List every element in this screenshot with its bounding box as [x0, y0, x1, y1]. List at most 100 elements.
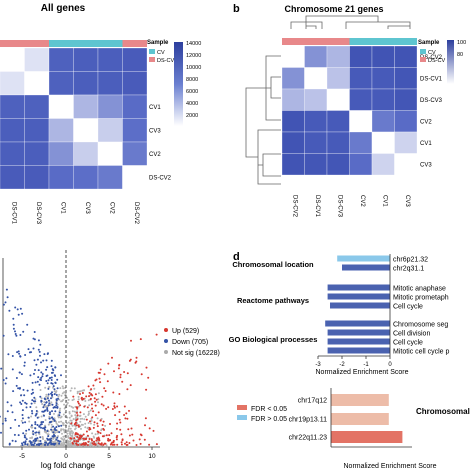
heatmap-cell [0, 94, 25, 119]
volcano-point-down [51, 391, 53, 394]
row-label: CV2 [149, 152, 161, 158]
volcano-point-notsig [44, 439, 47, 442]
volcano-point-notsig [89, 444, 92, 447]
volcano-point-up [139, 442, 142, 445]
volcano-point-up [88, 395, 90, 398]
volcano-point-down [51, 410, 53, 413]
volcano-point-up [145, 388, 148, 391]
volcano-point-down [52, 431, 55, 434]
volcano-point-up [75, 424, 78, 427]
volcano-point-up [91, 442, 94, 445]
volcano-point-down [60, 424, 63, 427]
volcano-point-notsig [62, 435, 65, 438]
volcano-point-up [131, 433, 134, 436]
volcano-point-down [39, 343, 42, 346]
panel-c-points [0, 288, 158, 447]
group-bar-cell [122, 40, 147, 47]
panel-a-title: All genes [41, 3, 86, 14]
colorbar-tick: 12000 [186, 53, 201, 59]
volcano-point-up [109, 423, 111, 425]
heatmap-cell [349, 45, 373, 68]
volcano-point-down [48, 421, 51, 424]
colorbar-tick: 100 [457, 40, 466, 46]
heatmap-cell [122, 94, 148, 119]
heatmap-cell [0, 47, 25, 72]
volcano-point-down [58, 442, 61, 445]
volcano-point-up [129, 358, 132, 361]
panel-d-legend: FDR < 0.05 FDR > 0.05 [237, 405, 287, 423]
volcano-point-down [50, 437, 53, 440]
volcano-point-notsig [30, 415, 33, 418]
volcano-point-up [87, 385, 90, 388]
panel-d-term-labels: chr6p21.32 chr2q31.1 Mitotic anaphase Mitot… [393, 257, 450, 356]
volcano-point-notsig [66, 439, 69, 442]
volcano-point-down [46, 382, 49, 385]
volcano-point-down [13, 433, 16, 436]
group-bar-cell [49, 40, 74, 47]
volcano-point-notsig [61, 422, 64, 424]
panel-a-group-bar [0, 40, 147, 47]
volcano-point-up [76, 418, 79, 421]
enrichment-bar [330, 302, 390, 309]
panel-d-lower-bars [331, 394, 403, 443]
volcano-point-down [45, 359, 48, 362]
heatmap-cell [281, 67, 305, 90]
volcano-point-notsig [68, 412, 71, 415]
legend-swatch [420, 57, 426, 62]
volcano-point-up [80, 443, 83, 446]
volcano-point-notsig [68, 444, 71, 447]
panel-b: b Chromosome 21 genes DS-CV2 DS-CV1 DS-CV3… [233, 3, 466, 218]
volcano-point-up [113, 405, 116, 408]
volcano-point-down [52, 406, 55, 409]
volcano-point-down [21, 442, 23, 445]
enrichment-bar [327, 284, 390, 291]
volcano-point-down [33, 372, 35, 375]
heatmap-cell [24, 47, 50, 72]
volcano-point-up [112, 440, 115, 442]
volcano-point-down [14, 333, 17, 335]
volcano-point-notsig [38, 433, 41, 436]
legend-dot [164, 350, 168, 354]
heatmap-cell [0, 141, 25, 166]
volcano-point-up [75, 442, 78, 445]
volcano-point-up [70, 437, 73, 440]
volcano-point-up [85, 395, 88, 398]
volcano-point-up [109, 439, 111, 442]
volcano-point-down [39, 378, 42, 381]
panel-b-heatmap [281, 45, 418, 176]
volcano-point-up [102, 420, 105, 423]
term-label: Mitotic prometaph [393, 295, 449, 302]
heatmap-cell [349, 131, 373, 154]
volcano-point-notsig [91, 444, 94, 447]
volcano-point-down [42, 359, 45, 362]
volcano-point-up [82, 433, 85, 436]
volcano-point-down [15, 384, 18, 387]
volcano-point-up [104, 442, 107, 445]
volcano-point-notsig [25, 432, 28, 435]
volcano-point-notsig [52, 386, 54, 389]
volcano-point-notsig [50, 401, 53, 404]
volcano-point-notsig [64, 392, 67, 395]
volcano-point-up [121, 380, 124, 383]
volcano-point-notsig [45, 393, 48, 396]
heatmap-cell [304, 88, 328, 111]
heatmap-cell [349, 153, 373, 176]
volcano-point-up [113, 402, 116, 405]
volcano-point-notsig [67, 398, 70, 401]
volcano-point-down [32, 347, 35, 350]
volcano-point-notsig [71, 410, 74, 413]
volcano-point-down [33, 338, 36, 341]
volcano-point-up [111, 408, 114, 410]
volcano-point-notsig [35, 406, 38, 409]
volcano-point-down [37, 339, 40, 342]
volcano-point-down [50, 442, 53, 445]
volcano-point-up [84, 442, 87, 444]
volcano-point-down [47, 435, 50, 438]
row-label: DS-CV2 [420, 55, 443, 61]
volcano-point-notsig [41, 444, 44, 447]
volcano-point-notsig [87, 410, 90, 413]
volcano-point-down [50, 376, 53, 379]
panel-a: All genes CV1 CV3 CV2 DS-CV2 DS-CV1 DS-CV3 CV… [0, 3, 201, 225]
volcano-point-down [55, 426, 58, 428]
term-label: Chromosome seg [393, 322, 448, 329]
